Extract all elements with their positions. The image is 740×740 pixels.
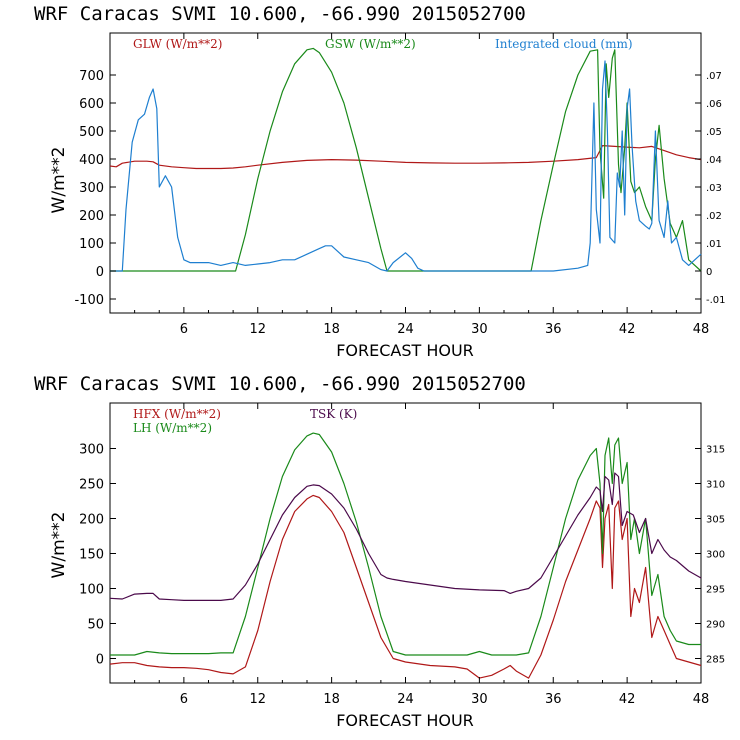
series-line-lh	[110, 432, 701, 656]
series-line-gsw	[110, 47, 702, 272]
legend-entry-glw: GLW (W/m**2)	[133, 37, 222, 51]
y-tick-label: 0	[96, 265, 104, 280]
x-tick-label: 36	[545, 692, 562, 707]
panel-radiation-cloud: WRF Caracas SVMI 10.600, -66.990 2015052…	[34, 3, 726, 360]
legend-entry-hfx: HFX (W/m**2)	[133, 407, 221, 421]
y-axis-label: W/m**2	[49, 512, 69, 579]
axes-group: 6 12 18 24 30 36 42 48 0 50 100 150 200 250 300 285 290 2…	[79, 403, 725, 707]
y-tick-label: 0	[96, 653, 104, 668]
legend-entry-cloud: Integrated cloud (mm)	[495, 37, 633, 51]
right-y-tick-label: 0	[706, 267, 712, 278]
y-axis-label: W/m**2	[49, 147, 69, 214]
y-tick-label: 100	[79, 583, 104, 598]
y-tick-label: 200	[79, 209, 104, 224]
right-y-tick-label: 305	[706, 515, 725, 526]
chart-title: WRF Caracas SVMI 10.600, -66.990 2015052…	[34, 3, 526, 25]
y-tick-label: 300	[79, 181, 104, 196]
series-line-integrated	[110, 60, 702, 272]
y-tick-label: 100	[79, 237, 104, 252]
x-tick-label: 42	[619, 692, 636, 707]
x-tick-label: 6	[180, 322, 188, 337]
right-y-tick-label: .06	[706, 99, 722, 110]
x-tick-label: 12	[249, 322, 266, 337]
chart-title: WRF Caracas SVMI 10.600, -66.990 2015052…	[34, 373, 526, 395]
right-y-tick-label: .01	[706, 239, 722, 250]
right-y-tick-label: 310	[706, 480, 725, 491]
y-tick-label: 300	[79, 443, 104, 458]
right-y-tick-label: .07	[706, 71, 722, 82]
y-tick-label: -100	[74, 293, 104, 308]
right-y-tick-label: -.01	[706, 295, 726, 306]
x-tick-label: 18	[323, 692, 340, 707]
x-tick-label: 36	[545, 322, 562, 337]
right-y-tick-label: 300	[706, 550, 725, 561]
x-tick-label: 12	[249, 692, 266, 707]
x-tick-label: 48	[693, 322, 710, 337]
legend-entry-gsw: GSW (W/m**2)	[325, 37, 416, 51]
x-tick-label: 30	[471, 322, 488, 337]
legend-entry-lh: LH (W/m**2)	[133, 421, 212, 435]
right-y-tick-label: .02	[706, 211, 722, 222]
right-y-tick-label: .04	[706, 155, 722, 166]
x-axis-label: FORECAST HOUR	[336, 711, 474, 730]
series-group	[109, 432, 702, 679]
right-y-tick-label: .03	[706, 183, 722, 194]
series-group	[109, 47, 702, 272]
series-line-tsk	[109, 472, 702, 602]
series-line-hfx	[109, 494, 702, 679]
panel-fluxes-skin-temp: WRF Caracas SVMI 10.600, -66.990 2015052…	[34, 373, 725, 730]
y-tick-label: 400	[79, 153, 104, 168]
x-tick-label: 30	[471, 692, 488, 707]
series-line-glw	[109, 145, 702, 170]
right-y-tick-label: 290	[706, 620, 725, 631]
x-tick-label: 42	[619, 322, 636, 337]
y-tick-label: 500	[79, 125, 104, 140]
y-tick-label: 250	[79, 478, 104, 493]
axes-group: 6 12 18 24 30 36 42 48 -100 0 100 200 300 400 500 600 70…	[74, 33, 726, 337]
y-tick-label: 50	[87, 618, 104, 633]
y-tick-label: 600	[79, 97, 104, 112]
right-y-tick-label: 285	[706, 655, 725, 666]
y-tick-label: 150	[79, 548, 104, 563]
y-tick-label: 200	[79, 513, 104, 528]
right-y-tick-label: 315	[706, 445, 725, 456]
plot-frame	[109, 402, 702, 684]
right-y-tick-label: .05	[706, 127, 722, 138]
x-tick-label: 48	[693, 692, 710, 707]
x-tick-label: 24	[397, 692, 414, 707]
x-tick-label: 18	[323, 322, 340, 337]
right-y-tick-label: 295	[706, 585, 725, 596]
x-axis-label: FORECAST HOUR	[336, 341, 474, 360]
x-tick-label: 24	[397, 322, 414, 337]
y-tick-label: 700	[79, 69, 104, 84]
legend-entry-tsk: TSK (K)	[310, 407, 357, 421]
x-tick-label: 6	[180, 692, 188, 707]
